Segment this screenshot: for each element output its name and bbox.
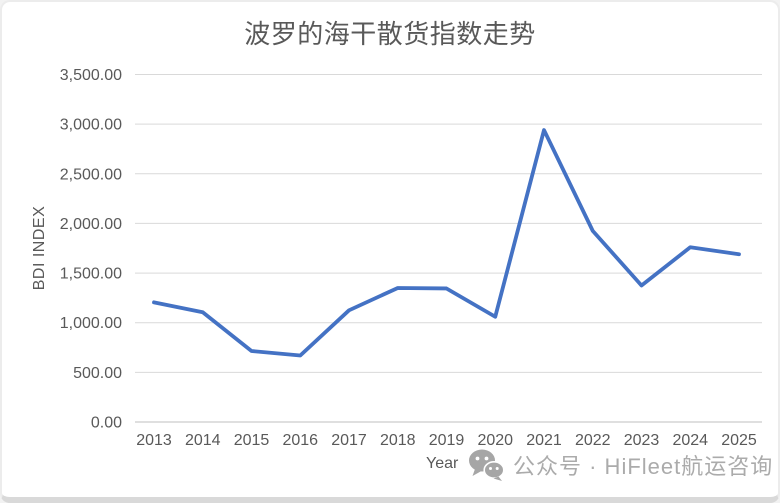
x-axis-title: Year: [426, 455, 459, 472]
x-tick-label: 2016: [282, 432, 318, 449]
wechat-icon: [468, 448, 504, 481]
x-tick-label: 2025: [721, 432, 757, 449]
x-tick-label: 2024: [672, 432, 708, 449]
x-tick-label: 2021: [526, 432, 562, 449]
x-tick-label: 2020: [477, 432, 513, 449]
chart-title: 波罗的海干散货指数走势: [244, 19, 536, 49]
x-tick-label: 2013: [136, 432, 172, 449]
y-tick-label: 1,000.00: [60, 315, 122, 332]
y-tick-label: 500.00: [73, 365, 122, 382]
y-tick-label: 2,500.00: [60, 166, 122, 183]
bdi-index-line: [152, 128, 741, 358]
x-tick-label: 2014: [185, 432, 221, 449]
y-tick-label: 0.00: [91, 415, 122, 432]
x-tick-label: 2018: [380, 432, 416, 449]
watermark: 公众号 · HiFleet航运咨询: [468, 448, 773, 481]
x-tick-label: 2015: [234, 432, 270, 449]
watermark-text: 公众号 · HiFleet航运咨询: [513, 453, 774, 479]
x-tick-label: 2019: [429, 432, 465, 449]
x-tick-label: 2022: [575, 432, 611, 449]
y-tick-label: 1,500.00: [60, 266, 122, 283]
gridlines: [135, 74, 762, 423]
x-tick-label: 2023: [624, 432, 660, 449]
y-tick-label: 3,000.00: [60, 117, 122, 134]
y-axis-tick-labels: 0.00 500.00 1,000.00 1,500.00 2,000.00 2,500.…: [60, 67, 122, 432]
y-tick-label: 2,000.00: [60, 216, 122, 233]
y-tick-label: 3,500.00: [60, 67, 122, 84]
x-axis-tick-labels: 2013 2014 2015 2016 2017 2018 2019 2020 2021 2022…: [136, 432, 757, 449]
data-series: [152, 128, 741, 358]
x-tick-label: 2017: [331, 432, 367, 449]
